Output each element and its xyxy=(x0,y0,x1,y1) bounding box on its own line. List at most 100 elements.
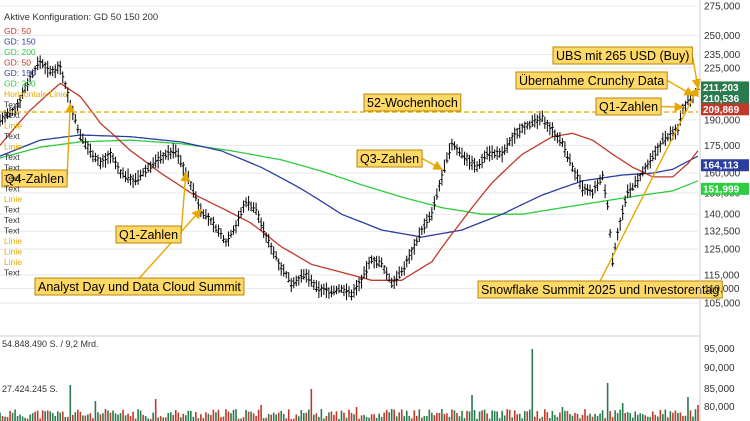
volume-bar xyxy=(501,410,503,421)
indicator-label[interactable]: Linie xyxy=(4,142,22,152)
price-tag-bg xyxy=(701,103,749,116)
indicator-label[interactable]: GD: 50 xyxy=(4,58,31,68)
price-tag: 209,869 xyxy=(701,103,749,116)
volume-bar xyxy=(546,412,549,421)
volume-bar xyxy=(333,414,335,421)
volume-bar xyxy=(383,412,385,421)
annotation[interactable]: Übernahme Crunchy Data xyxy=(515,71,668,90)
price-tag-bg xyxy=(701,92,749,105)
volume-bar xyxy=(629,413,632,421)
volume-bar xyxy=(684,415,687,421)
volume-bar xyxy=(338,418,340,421)
volume-bar xyxy=(89,413,92,421)
volume-bar xyxy=(556,417,559,421)
volume-bar xyxy=(74,412,77,421)
indicator-label[interactable]: Linie xyxy=(4,247,22,257)
annotation-arrow xyxy=(180,171,191,235)
volume-bar xyxy=(589,413,591,421)
price-tick-label: 250,000 xyxy=(704,31,741,42)
indicator-label[interactable]: Text xyxy=(4,184,20,194)
volume-bar xyxy=(343,412,345,421)
volume-bar xyxy=(544,409,546,421)
indicator-label[interactable]: Horizontale Linie xyxy=(4,89,68,99)
annotation[interactable]: Analyst Day und Data Cloud Summit xyxy=(34,277,245,296)
indicator-label[interactable]: Text xyxy=(4,226,20,236)
volume-bar xyxy=(385,409,388,421)
volume-bar xyxy=(360,415,363,421)
indicator-label[interactable]: Text xyxy=(4,215,20,225)
volume-bar xyxy=(222,416,225,421)
volume-bar xyxy=(272,412,275,421)
volume-bar xyxy=(549,418,551,421)
volume-bar xyxy=(41,410,44,421)
indicator-label[interactable]: Text xyxy=(4,173,20,183)
price-tag: 164,113 xyxy=(701,159,749,172)
volume-bar xyxy=(453,410,456,421)
volume-bar xyxy=(599,413,601,421)
indicator-label[interactable]: GD: 150 xyxy=(4,37,36,47)
indicator-label[interactable]: Text xyxy=(4,152,20,162)
volume-bar xyxy=(446,413,448,421)
indicator-label[interactable]: Linie xyxy=(4,121,22,131)
annotation-text: UBS mit 265 USD (Buy) xyxy=(556,49,689,63)
volume-bar xyxy=(611,417,614,421)
volume-bar xyxy=(539,418,541,421)
indicator-label[interactable]: GD: 200 xyxy=(4,47,36,57)
annotation[interactable]: Q1-Zahlen xyxy=(115,225,182,244)
volume-bar xyxy=(250,411,252,421)
annotation-text: Snowflake Summit 2025 und Investorentag xyxy=(481,283,719,297)
annotation[interactable]: UBS mit 265 USD (Buy) xyxy=(552,46,693,65)
volume-bar xyxy=(523,411,526,421)
volume-bar xyxy=(581,414,584,421)
indicator-label[interactable]: Linie xyxy=(4,257,22,267)
annotation[interactable]: Q3-Zahlen xyxy=(356,149,423,168)
volume-bar xyxy=(277,412,280,421)
volume-bar xyxy=(164,417,167,421)
annotation[interactable]: Q1-Zahlen xyxy=(595,97,662,116)
volume-bar xyxy=(478,411,481,421)
indicator-label[interactable]: GD: 200 xyxy=(4,79,36,89)
indicator-label[interactable]: Text xyxy=(4,100,20,110)
volume-bar xyxy=(51,412,54,421)
annotation[interactable]: Snowflake Summit 2025 und Investorentag xyxy=(477,280,723,299)
indicator-label[interactable]: Text xyxy=(4,163,20,173)
volume-bar xyxy=(212,409,215,421)
volume-bar xyxy=(320,409,323,421)
volume-bar xyxy=(667,417,669,421)
volume-bar xyxy=(559,412,561,421)
volume-bar xyxy=(220,417,222,421)
indicator-label[interactable]: GD: 50 xyxy=(4,26,31,36)
volume-bar xyxy=(177,412,180,421)
indicator-label[interactable]: Text xyxy=(4,268,20,278)
volume-tick-label: 80,000 xyxy=(704,402,735,413)
volume-bar xyxy=(61,411,64,421)
annotation-arrow xyxy=(65,102,75,179)
volume-bar xyxy=(551,410,554,421)
indicator-label[interactable]: Linie xyxy=(4,194,22,204)
price-tag-label: 211,203 xyxy=(703,83,739,94)
annotation-box xyxy=(363,93,462,112)
volume-bar xyxy=(451,409,453,421)
indicator-label[interactable]: Text xyxy=(4,131,20,141)
volume-bar xyxy=(353,414,355,421)
annotation-text: 52-Wochenhoch xyxy=(367,96,458,110)
indicator-label[interactable]: Linie xyxy=(4,236,22,246)
annotation[interactable]: 52-Wochenhoch xyxy=(363,93,462,112)
volume-bar xyxy=(82,415,84,421)
volume-bar xyxy=(303,412,305,421)
volume-panel: 54.848.490 S. / 9,2 Mrd. 27.424.245 S. 95,… xyxy=(0,335,735,421)
indicator-label[interactable]: Text xyxy=(4,110,20,120)
indicator-label[interactable]: Text xyxy=(4,205,20,215)
volume-bar xyxy=(1,416,4,421)
volume-bar xyxy=(694,409,697,421)
indicator-label[interactable]: GD: 150 xyxy=(4,68,36,78)
price-tick-label: 225,000 xyxy=(704,63,741,74)
volume-bar xyxy=(137,409,139,421)
annotation[interactable]: Q4-Zahlen xyxy=(1,169,68,188)
volume-bar xyxy=(646,416,649,421)
price-tick-label: 275,000 xyxy=(704,2,741,13)
volume-bar xyxy=(689,410,692,421)
volume-bar xyxy=(235,409,237,421)
volume-bar xyxy=(144,415,147,421)
